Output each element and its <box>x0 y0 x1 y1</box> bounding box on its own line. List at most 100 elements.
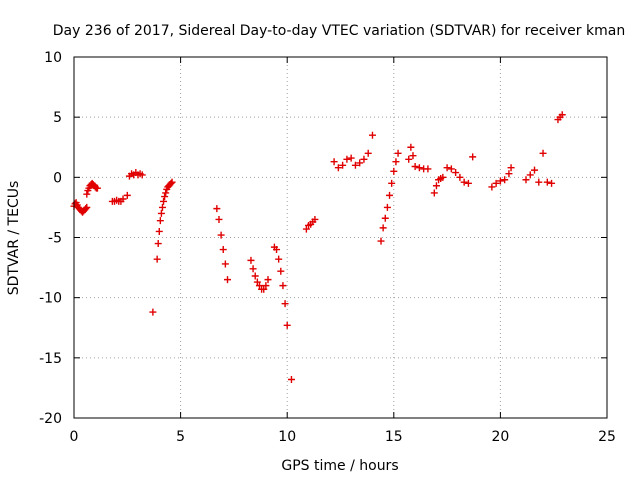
data-point <box>162 189 170 197</box>
data-point <box>439 173 447 181</box>
data-point <box>311 215 319 223</box>
data-markers <box>70 111 566 383</box>
data-point <box>93 184 101 192</box>
data-point <box>251 272 259 280</box>
data-point <box>390 167 398 175</box>
data-point <box>262 282 270 290</box>
chart-title: Day 236 of 2017, Sidereal Day-to-day VTE… <box>53 23 625 39</box>
data-point <box>224 276 232 284</box>
data-point <box>343 155 351 163</box>
data-point <box>158 203 166 211</box>
data-point <box>279 282 287 290</box>
data-point <box>379 224 387 232</box>
data-point <box>460 178 468 186</box>
x-tick-label: 5 <box>176 429 185 445</box>
data-point <box>432 182 440 190</box>
data-point <box>167 179 175 187</box>
x-axis-label: GPS time / hours <box>281 458 398 474</box>
data-point <box>283 321 291 329</box>
data-point <box>221 260 229 268</box>
data-point <box>452 169 460 177</box>
data-point <box>526 171 534 179</box>
y-tick-label: 0 <box>53 170 62 186</box>
data-point <box>255 282 263 290</box>
y-tick-label: -10 <box>39 291 62 307</box>
data-point <box>405 155 413 163</box>
data-point <box>469 153 477 161</box>
data-point <box>456 173 464 181</box>
data-point <box>558 111 566 119</box>
data-point <box>347 154 355 162</box>
data-point <box>351 161 359 169</box>
data-point <box>505 170 513 178</box>
x-tick-label: 10 <box>278 429 296 445</box>
data-point <box>507 164 515 172</box>
data-point <box>368 131 376 139</box>
data-point <box>154 240 162 248</box>
data-point <box>219 246 227 254</box>
data-point <box>213 205 221 213</box>
data-point <box>364 149 372 157</box>
data-point <box>356 159 364 167</box>
data-point <box>123 191 131 199</box>
plot-frame <box>73 56 608 419</box>
data-point <box>260 285 268 293</box>
data-point <box>488 183 496 191</box>
y-tick-label: 10 <box>44 50 62 66</box>
data-point <box>275 255 283 263</box>
data-point <box>407 143 415 151</box>
data-point <box>539 149 547 157</box>
data-point <box>82 205 90 213</box>
data-point <box>430 189 438 197</box>
data-point <box>522 176 530 184</box>
data-point <box>464 179 472 187</box>
data-point <box>156 217 164 225</box>
x-tick-label: 20 <box>491 429 509 445</box>
y-tick-label: -20 <box>39 411 62 427</box>
data-point <box>415 164 423 172</box>
data-point <box>548 179 556 187</box>
data-point <box>381 214 389 222</box>
y-ticks: -20 -15 -10 -5 0 5 10 <box>39 50 607 427</box>
y-tick-label: -15 <box>39 351 62 367</box>
data-point <box>138 171 146 179</box>
data-point <box>253 278 261 286</box>
data-point <box>392 158 400 166</box>
data-point <box>215 215 223 223</box>
data-point <box>535 178 543 186</box>
y-tick-label: -5 <box>48 231 62 247</box>
data-point <box>394 149 402 157</box>
data-point <box>330 158 338 166</box>
data-point <box>264 276 272 284</box>
data-point <box>277 267 285 275</box>
data-point <box>217 231 225 239</box>
data-point <box>161 193 169 201</box>
data-point <box>155 227 163 235</box>
data-point <box>383 203 391 211</box>
data-point <box>443 164 451 172</box>
data-point <box>492 179 500 187</box>
data-point <box>531 166 539 174</box>
data-point <box>543 178 551 186</box>
data-point <box>360 155 368 163</box>
data-point <box>302 225 310 233</box>
data-point <box>409 152 417 160</box>
data-point <box>339 161 347 169</box>
data-point <box>249 265 257 273</box>
data-point <box>388 179 396 187</box>
data-point <box>281 300 289 308</box>
data-point <box>273 246 281 254</box>
data-point <box>334 164 342 172</box>
data-point <box>411 163 419 171</box>
data-point <box>496 177 504 185</box>
data-point <box>447 165 455 173</box>
data-point <box>83 203 91 211</box>
data-point <box>287 375 295 383</box>
data-point <box>157 209 165 217</box>
x-ticks: 0 5 10 15 20 25 <box>70 57 616 445</box>
x-tick-label: 15 <box>385 429 403 445</box>
x-tick-label: 0 <box>70 429 79 445</box>
data-point <box>160 197 168 205</box>
data-point <box>386 191 394 199</box>
